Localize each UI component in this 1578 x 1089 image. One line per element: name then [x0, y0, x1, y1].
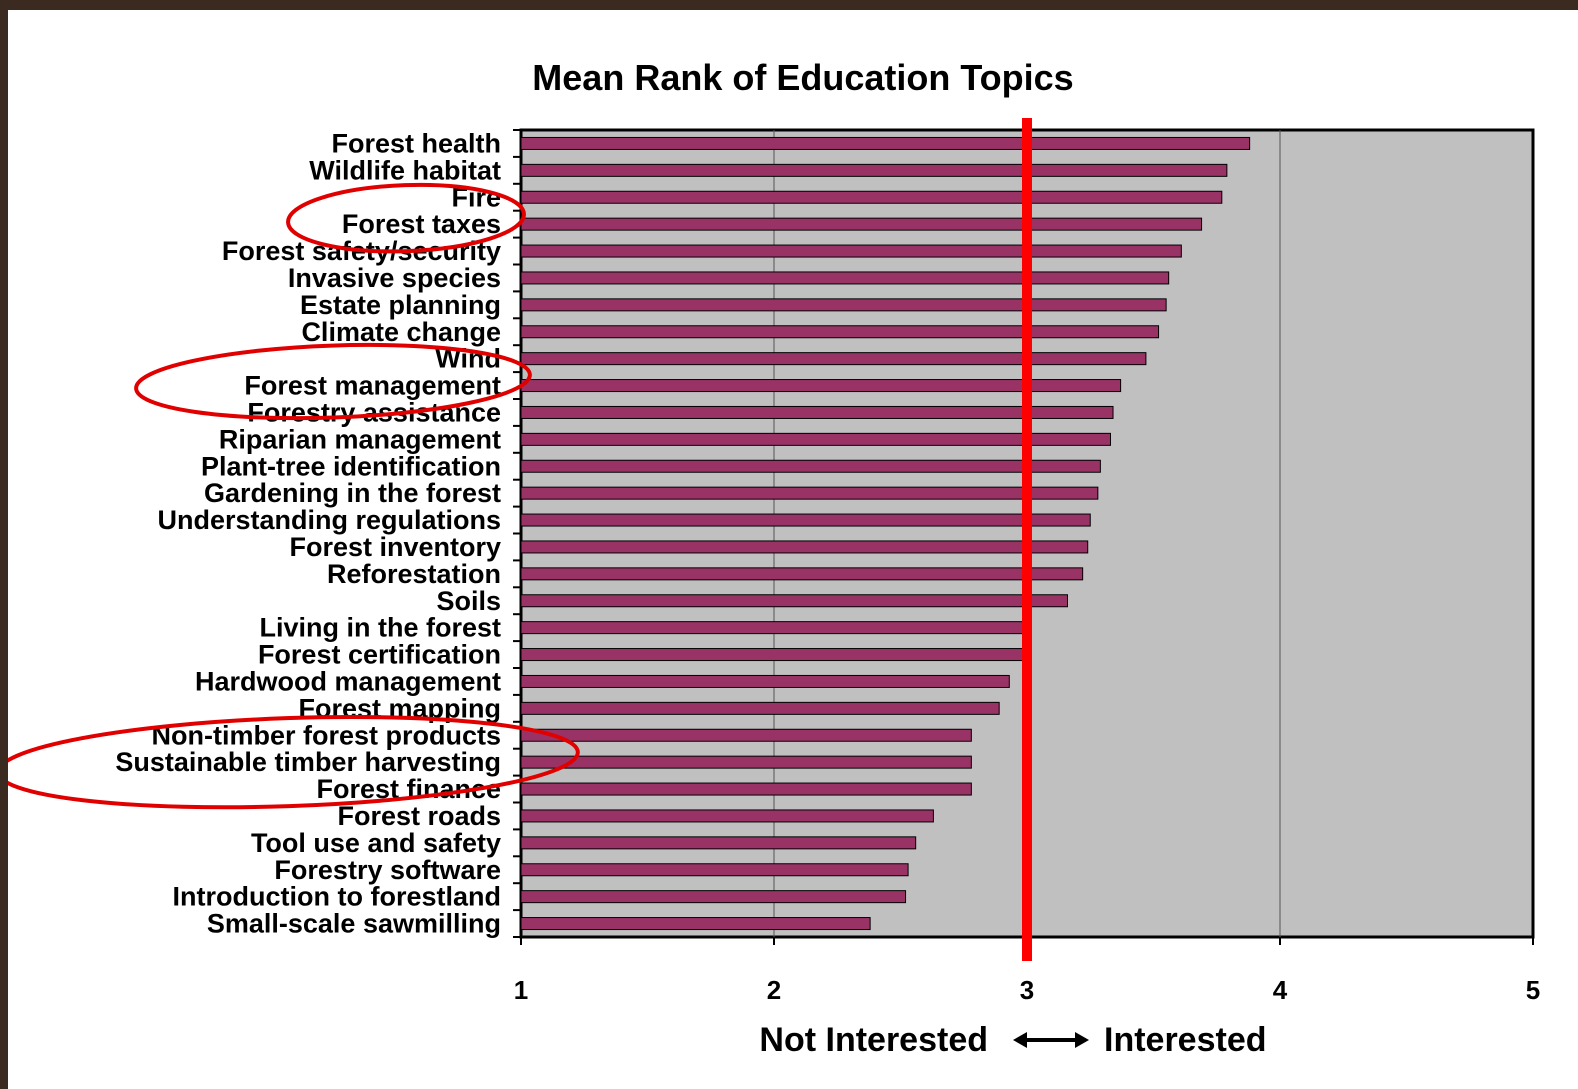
bar: [520, 621, 1028, 635]
category-label: Hardwood management: [195, 666, 501, 696]
bars: [520, 136, 1251, 931]
chart-frame: Mean Rank of Education Topics Forest hea…: [8, 10, 1578, 1089]
category-label: Estate planning: [300, 290, 501, 320]
category-label: Living in the forest: [259, 613, 501, 643]
x-tick-label: 4: [1273, 975, 1288, 1005]
bar: [520, 513, 1091, 527]
bar: [520, 890, 907, 904]
bar: [520, 594, 1068, 608]
bar: [520, 271, 1170, 285]
category-label: Introduction to forestland: [173, 882, 501, 912]
bar: [520, 190, 1223, 204]
bar: [520, 432, 1111, 446]
category-label: Non-timber forest products: [151, 720, 501, 750]
x-tick-label: 5: [1526, 975, 1540, 1005]
highlight-ellipses: [8, 182, 580, 810]
bar: [520, 352, 1147, 366]
bar-chart: Mean Rank of Education Topics Forest hea…: [8, 57, 1540, 1059]
x-tick-label: 1: [514, 975, 528, 1005]
x-axis-label-right: Interested: [1104, 1021, 1267, 1059]
bar: [520, 325, 1160, 339]
bar: [520, 459, 1101, 473]
category-label: Forest health: [331, 128, 501, 158]
bar: [520, 728, 972, 742]
bar: [520, 809, 934, 823]
x-axis-label-left: Not Interested: [759, 1021, 988, 1059]
category-label: Understanding regulations: [157, 505, 501, 535]
category-label: Gardening in the forest: [204, 478, 501, 508]
bar: [520, 405, 1114, 419]
category-label: Soils: [436, 586, 501, 616]
chart-title: Mean Rank of Education Topics: [532, 57, 1073, 98]
bar: [520, 244, 1182, 258]
category-label: Forest roads: [337, 801, 501, 831]
category-label: Tool use and safety: [251, 828, 501, 858]
bar: [520, 163, 1228, 177]
bar: [520, 136, 1251, 150]
double-arrow-icon: [1013, 1032, 1089, 1048]
bar: [520, 298, 1167, 312]
bar: [520, 863, 909, 877]
highlight-ellipse: [8, 715, 580, 810]
category-label: Small-scale sawmilling: [207, 909, 501, 939]
category-label: Plant-tree identification: [201, 451, 501, 481]
bar: [520, 217, 1203, 231]
category-label: Forest inventory: [289, 532, 501, 562]
x-tick-label: 2: [767, 975, 781, 1005]
highlight-ellipse: [134, 342, 532, 421]
x-axis-label: Not Interested Interested: [759, 1021, 1266, 1059]
category-label: Forest taxes: [342, 209, 501, 239]
bar: [520, 486, 1099, 500]
category-label: Sustainable timber harvesting: [115, 747, 501, 777]
category-label: Wildlife habitat: [309, 155, 501, 185]
bar: [520, 701, 1000, 715]
category-label: Invasive species: [288, 263, 501, 293]
bar: [520, 540, 1089, 554]
x-tick-label: 3: [1020, 975, 1034, 1005]
bar: [520, 674, 1010, 688]
bar: [520, 917, 871, 931]
category-label: Forest certification: [258, 640, 501, 670]
category-label: Forestry software: [274, 855, 501, 885]
highlight-ellipse: [286, 182, 526, 254]
bar: [520, 567, 1084, 581]
bar: [520, 648, 1028, 662]
category-label: Reforestation: [327, 559, 501, 589]
category-label: Climate change: [301, 317, 501, 347]
category-label: Riparian management: [219, 424, 501, 454]
bar: [520, 782, 972, 796]
bar: [520, 836, 917, 850]
category-label: Forestry assistance: [247, 397, 501, 427]
bar: [520, 755, 972, 769]
category-label: Forest management: [244, 371, 501, 401]
